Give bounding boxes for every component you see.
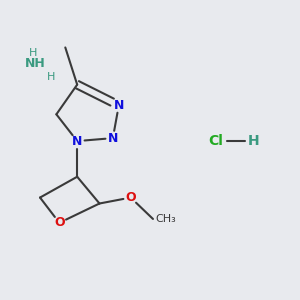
Text: N: N	[114, 99, 124, 112]
Text: N: N	[72, 135, 83, 148]
Text: H: H	[28, 47, 37, 58]
Text: NH: NH	[25, 57, 46, 70]
Text: H: H	[47, 72, 56, 82]
Text: Cl: Cl	[208, 134, 223, 148]
Text: N: N	[108, 132, 118, 145]
Text: H: H	[248, 134, 260, 148]
Text: CH₃: CH₃	[155, 214, 176, 224]
Text: O: O	[54, 216, 65, 229]
Text: O: O	[125, 191, 136, 204]
